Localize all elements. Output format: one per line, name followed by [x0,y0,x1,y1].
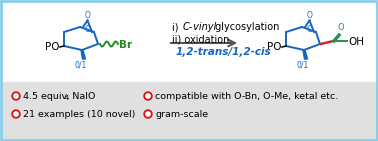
Text: 0/1: 0/1 [297,60,309,69]
Text: C-: C- [183,22,193,32]
Bar [2,2,376,82]
Text: 4: 4 [65,95,69,102]
Text: compatible with O-Bn, O-Me, ketal etc.: compatible with O-Bn, O-Me, ketal etc. [155,92,338,101]
Text: 0/1: 0/1 [75,60,87,69]
Text: i): i) [172,22,181,32]
Text: Br: Br [119,39,132,49]
Text: ii) oxidation: ii) oxidation [172,34,229,44]
Text: O: O [307,25,313,34]
Text: 1,2-trans/1,2-cis: 1,2-trans/1,2-cis [176,47,272,57]
Text: PO: PO [45,42,60,52]
Bar [2,82,376,139]
Text: 4.5 equiv. NaIO: 4.5 equiv. NaIO [23,92,95,101]
Text: O: O [338,23,344,32]
Text: O: O [85,25,91,34]
Text: 21 examples (10 novel): 21 examples (10 novel) [23,110,135,119]
Text: O: O [307,10,313,19]
Circle shape [12,92,20,100]
Polygon shape [81,50,85,59]
Circle shape [144,110,152,118]
Text: vinyl: vinyl [190,22,216,32]
Text: glycosylation: glycosylation [212,22,279,32]
Circle shape [12,110,20,118]
Circle shape [144,92,152,100]
Text: PO: PO [268,42,282,52]
Polygon shape [303,50,307,59]
Text: gram-scale: gram-scale [155,110,208,119]
Text: O: O [85,10,90,19]
Text: OH: OH [348,37,364,47]
